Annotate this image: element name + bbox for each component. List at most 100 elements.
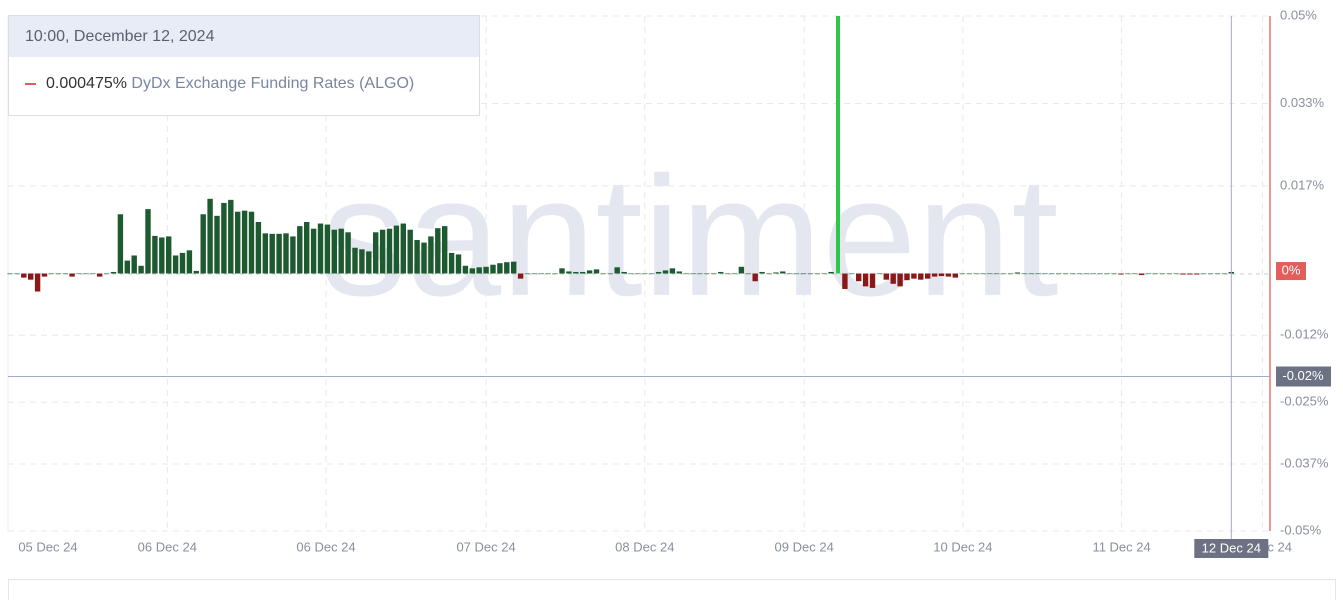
y-tick-label: -0.05% — [1280, 522, 1322, 537]
bar — [642, 273, 648, 275]
bar — [414, 240, 420, 274]
bar — [966, 273, 972, 275]
bar — [883, 273, 889, 280]
last-value-box — [1276, 262, 1306, 281]
bar — [1000, 273, 1007, 275]
bar — [124, 260, 130, 274]
bar — [828, 271, 834, 274]
bar — [704, 273, 710, 275]
bar — [1187, 273, 1193, 275]
bar — [918, 273, 924, 280]
bar — [1138, 273, 1145, 276]
bar — [269, 233, 275, 274]
crosshair-x-box — [1194, 539, 1269, 558]
bar — [428, 236, 434, 274]
bar — [842, 273, 848, 289]
bar — [752, 273, 758, 282]
x-tick-label: 06 Dec 24 — [138, 539, 197, 554]
bar — [635, 273, 641, 275]
bar — [324, 224, 331, 274]
bar — [1090, 273, 1096, 275]
bar — [7, 273, 13, 275]
y-tick-label: 0.017% — [1280, 177, 1325, 192]
bar — [1021, 273, 1027, 275]
bar — [807, 273, 814, 275]
bar — [724, 273, 731, 275]
bar — [407, 229, 413, 274]
bar — [897, 273, 903, 287]
bar — [131, 255, 137, 274]
bar — [524, 273, 531, 275]
bar — [1166, 273, 1172, 275]
bar — [1076, 273, 1083, 275]
bar — [793, 273, 800, 275]
bar — [200, 214, 206, 274]
bar — [172, 255, 179, 274]
bar — [945, 273, 952, 277]
bar — [186, 250, 193, 274]
bar — [221, 202, 227, 274]
bar — [310, 228, 317, 274]
bar — [1007, 273, 1014, 275]
tooltip-title: 10:00, December 12, 2024 — [9, 16, 479, 57]
bar — [76, 273, 82, 275]
bar — [1049, 273, 1055, 275]
bar — [738, 266, 745, 274]
bar — [476, 267, 482, 274]
bar — [159, 237, 165, 274]
bar — [580, 271, 586, 274]
bar — [166, 236, 172, 274]
bar — [442, 226, 448, 274]
bar — [938, 273, 945, 277]
navigator[interactable] — [8, 579, 1336, 600]
tooltip-row: 0.000475% DyDx Exchange Funding Rates (A… — [9, 57, 479, 93]
bar — [421, 242, 427, 274]
bar — [787, 273, 793, 275]
bar — [21, 273, 27, 278]
bar — [241, 210, 248, 274]
bar — [821, 273, 827, 275]
bar — [959, 273, 965, 275]
bar — [800, 273, 807, 275]
bar — [711, 273, 717, 275]
bar — [773, 272, 779, 274]
bar — [876, 273, 883, 275]
bar — [621, 271, 627, 274]
bar — [317, 223, 324, 274]
bar — [469, 268, 475, 274]
bar — [373, 232, 379, 274]
bar — [759, 271, 765, 274]
bar — [1180, 273, 1186, 275]
bar — [386, 228, 393, 274]
bar — [862, 273, 869, 287]
x-tick-label: 05 Dec 24 — [18, 539, 77, 554]
bar — [138, 265, 144, 274]
bar — [352, 247, 358, 274]
bar — [552, 273, 558, 275]
bar — [345, 232, 351, 274]
bar — [366, 251, 372, 274]
bar — [1159, 273, 1165, 275]
bar — [262, 233, 268, 274]
bar — [435, 228, 441, 274]
bar — [1118, 273, 1124, 275]
bar — [890, 273, 896, 284]
bar — [117, 214, 124, 274]
bar — [911, 273, 917, 279]
x-tick-label: 11 Dec 24 — [1092, 539, 1150, 554]
bar — [697, 273, 703, 275]
legend-swatch — [25, 82, 36, 85]
bar — [1042, 273, 1048, 275]
bar — [400, 223, 406, 274]
bar — [255, 222, 262, 274]
bar — [1063, 273, 1069, 275]
bar — [179, 252, 186, 274]
bar — [1125, 273, 1131, 275]
x-tick-label: 06 Dec 24 — [296, 539, 355, 554]
bar — [766, 273, 772, 275]
y-tick-label: 0.033% — [1280, 95, 1325, 110]
legend-label: DyDx Exchange Funding Rates (ALGO) — [131, 75, 415, 92]
bar — [490, 264, 496, 274]
tooltip-value: 0.000475% — [46, 75, 127, 92]
